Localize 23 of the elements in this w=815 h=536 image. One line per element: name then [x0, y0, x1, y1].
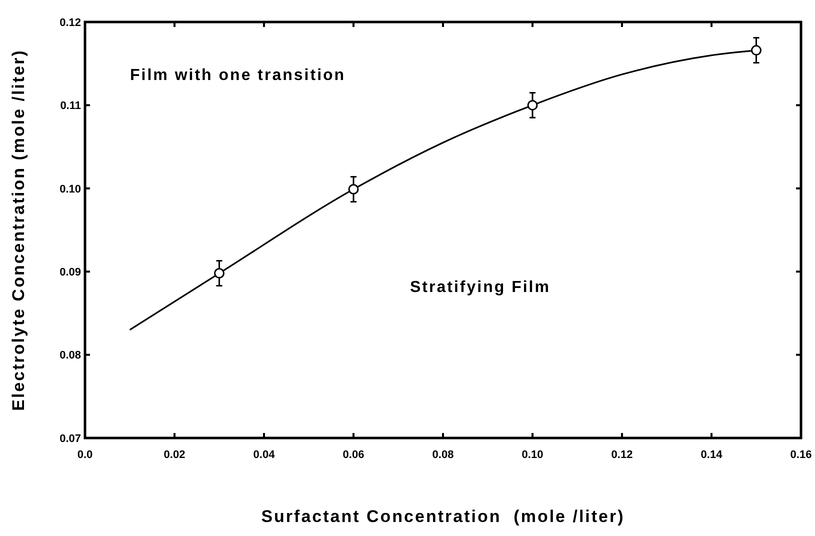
x-tick-label: 0.16 — [790, 449, 812, 461]
x-tick-label: 0.02 — [164, 449, 186, 461]
annotation: Film with one transition — [130, 67, 346, 84]
y-tick-label: 0.11 — [60, 100, 81, 112]
point — [527, 100, 538, 110]
point — [348, 184, 359, 194]
y-axis-title: Electrolyte Concentration (mole /liter) — [9, 49, 28, 411]
x-axis-title: Surfactant Concentration (mole /liter) — [261, 507, 625, 526]
x-tick-label: 0.12 — [611, 449, 633, 461]
point — [214, 268, 224, 279]
x-tick-label: 0.06 — [342, 449, 364, 461]
x-tick-label: 0.14 — [700, 449, 724, 461]
point — [751, 45, 762, 56]
y-tick-label: 0.08 — [60, 350, 81, 362]
y-tick-label: 0.10 — [60, 183, 81, 196]
x-tick-label: 0.10 — [522, 449, 544, 461]
x-tick-label: 0.08 — [432, 449, 454, 461]
x-tick-label: 0.0 — [77, 449, 93, 461]
y-tick-label: 0.07 — [60, 432, 81, 445]
y-tick-label: 0.09 — [60, 266, 81, 278]
annotation: Stratifying Film — [410, 279, 550, 296]
x-tick-label: 0.04 — [253, 449, 276, 461]
y-tick-label: 0.12 — [60, 16, 81, 29]
